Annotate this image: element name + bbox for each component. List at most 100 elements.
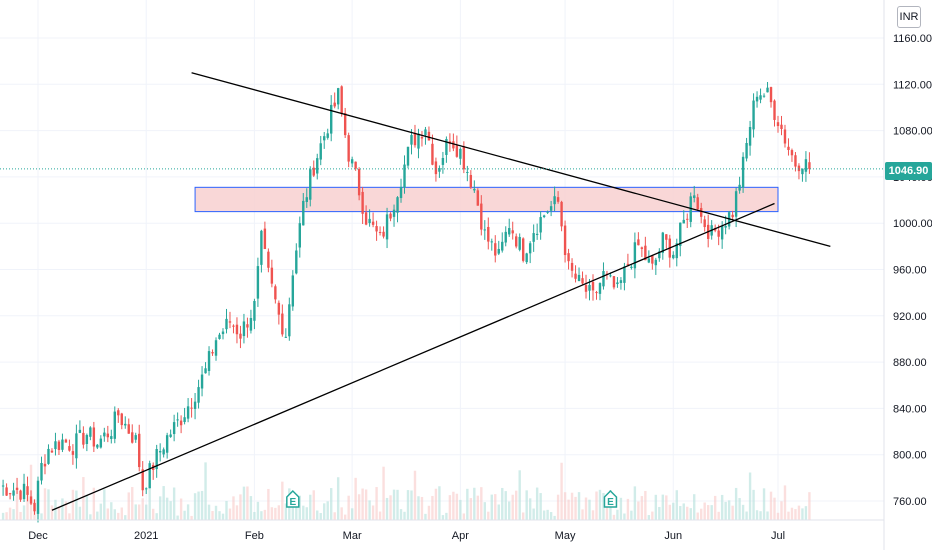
candle-body (525, 253, 528, 263)
volume-bar (752, 489, 755, 520)
volume-bar (706, 505, 710, 520)
volume-bar (731, 505, 734, 520)
volume-bar (511, 494, 514, 520)
volume-bar (124, 515, 127, 520)
candle-body (619, 280, 623, 284)
volume-bar (242, 486, 246, 520)
volume-bar (560, 462, 563, 520)
volume-bar (427, 505, 431, 520)
volume-bar (759, 511, 762, 520)
candle-body (256, 266, 260, 299)
volume-bar (151, 508, 155, 520)
candle-body (399, 186, 403, 199)
candle-body (145, 488, 148, 490)
candle-body (368, 218, 371, 224)
candle-body (169, 434, 172, 437)
candle-body (804, 159, 808, 172)
candle-body (539, 217, 542, 233)
volume-bar (661, 494, 665, 520)
candle-body (630, 266, 633, 269)
volume-bar (75, 490, 78, 520)
volume-bar (120, 507, 123, 520)
candle-body (738, 184, 741, 191)
volume-bar (392, 489, 396, 520)
candle-body (445, 139, 448, 155)
candle-body (253, 300, 256, 321)
volume-bar (47, 489, 50, 520)
volume-bar (675, 490, 678, 520)
candle-body (228, 321, 232, 323)
volume-bar (476, 495, 480, 520)
candle-body (609, 275, 612, 277)
volume-bar (330, 488, 333, 520)
candle-body (794, 155, 797, 167)
earnings-badge-shape (286, 489, 300, 508)
candle-body (277, 302, 281, 315)
volume-bar (389, 495, 392, 520)
candle-body (124, 423, 127, 426)
candle-body (357, 169, 361, 196)
candle-body (284, 336, 288, 338)
candle-body (68, 446, 71, 451)
candle-body (323, 136, 326, 141)
y-tick-label: 880.00 (893, 357, 927, 369)
candle-body (508, 228, 511, 235)
candle-body (410, 135, 413, 145)
candle-body (176, 419, 179, 421)
volume-bar (790, 507, 794, 520)
candle-body (501, 241, 504, 251)
volume-bar (797, 505, 801, 520)
volume-bar (364, 489, 368, 520)
candle-body (211, 352, 214, 354)
candle-body (717, 230, 720, 237)
volume-bar (535, 487, 539, 520)
volume-bar (211, 511, 214, 520)
volume-bar (19, 511, 22, 520)
volume-bar (43, 488, 47, 520)
candle-body (267, 251, 270, 268)
volume-bar (741, 504, 745, 520)
volume-bar (780, 501, 783, 520)
volume-bar (783, 485, 787, 520)
candle-body (392, 209, 396, 217)
volume-bar (382, 466, 385, 520)
candle-body (347, 135, 350, 162)
candle-body (431, 143, 434, 165)
volume-bar (595, 491, 598, 520)
volume-bar (396, 489, 399, 520)
candle-body (298, 223, 301, 248)
volume-bar (169, 501, 172, 520)
volume-bar (64, 501, 68, 520)
x-tick-label: Jul (771, 530, 785, 542)
candle-body (654, 259, 658, 266)
candle-body (776, 122, 780, 127)
y-tick-label: 840.00 (893, 403, 927, 415)
volume-bar (542, 510, 546, 520)
volume-bar (263, 509, 267, 520)
candle-body (221, 331, 225, 335)
volume-bar (200, 490, 204, 520)
volume-bar (605, 506, 609, 520)
currency-badge[interactable]: INR (897, 6, 921, 28)
candle-body (689, 196, 692, 222)
candle-body (521, 238, 525, 261)
volume-bar (413, 470, 417, 520)
volume-bar (787, 511, 790, 520)
candle-body (441, 157, 445, 165)
candle-body (378, 232, 382, 234)
volume-bar (284, 503, 288, 520)
volume-bar (270, 507, 274, 520)
volume-bar (448, 495, 452, 520)
volume-bar (755, 510, 759, 520)
volume-bar (78, 506, 82, 520)
volume-bar (441, 515, 445, 520)
volume-bar (626, 498, 630, 520)
candle-body (748, 126, 752, 146)
volume-bar (434, 488, 438, 520)
volume-bar (556, 494, 560, 520)
candle-body (138, 433, 141, 468)
volume-bar (183, 510, 186, 520)
candle-body (141, 469, 144, 491)
